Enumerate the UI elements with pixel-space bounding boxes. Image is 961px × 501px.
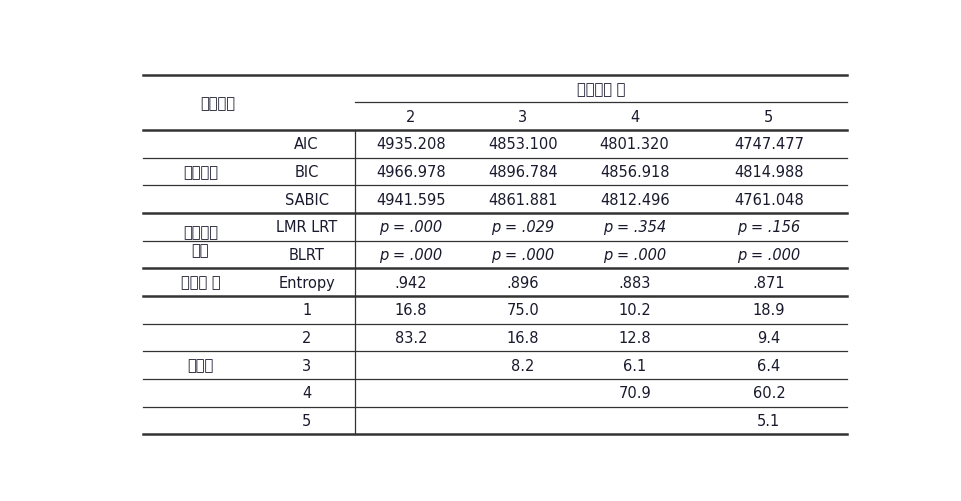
Text: 9.4: 9.4 [756,330,779,345]
Text: 4861.881: 4861.881 [487,192,557,207]
Text: p = .000: p = .000 [379,220,442,235]
Text: p = .000: p = .000 [491,247,554,263]
Text: p = .000: p = .000 [603,247,666,263]
Text: 10.2: 10.2 [618,303,651,318]
Text: 60.2: 60.2 [752,385,784,400]
Text: 16.8: 16.8 [506,330,538,345]
Text: 분류기준: 분류기준 [200,96,235,111]
Text: BIC: BIC [294,165,318,180]
Text: 4: 4 [302,385,311,400]
Text: 4: 4 [629,109,639,124]
Text: 4856.918: 4856.918 [600,165,669,180]
Text: 8.2: 8.2 [510,358,534,373]
Text: p = .000: p = .000 [379,247,442,263]
Text: 4812.496: 4812.496 [600,192,669,207]
Text: p = .354: p = .354 [603,220,666,235]
Text: 12.8: 12.8 [618,330,651,345]
Text: 16.8: 16.8 [394,303,427,318]
Text: p = .000: p = .000 [736,247,800,263]
Text: SABIC: SABIC [284,192,329,207]
Text: 3: 3 [302,358,310,373]
Text: .883: .883 [618,275,651,290]
Text: 5.1: 5.1 [756,413,779,428]
Text: 4941.595: 4941.595 [376,192,445,207]
Text: .871: .871 [752,275,784,290]
Text: p = .156: p = .156 [736,220,800,235]
Text: 6.4: 6.4 [756,358,779,373]
Text: 4966.978: 4966.978 [376,165,445,180]
Text: 70.9: 70.9 [618,385,651,400]
Text: 2: 2 [302,330,311,345]
Text: 2: 2 [406,109,415,124]
Text: 4814.988: 4814.988 [733,165,802,180]
Text: BLRT: BLRT [288,247,324,263]
Text: 18.9: 18.9 [752,303,784,318]
Text: .942: .942 [394,275,427,290]
Text: 4853.100: 4853.100 [487,137,557,152]
Text: LMR LRT: LMR LRT [276,220,337,235]
Text: 5: 5 [302,413,311,428]
Text: p = .029: p = .029 [491,220,554,235]
Text: 5: 5 [763,109,773,124]
Text: 3: 3 [518,109,527,124]
Text: 4761.048: 4761.048 [733,192,803,207]
Text: 4747.477: 4747.477 [733,137,803,152]
Text: 분류율: 분류율 [187,358,213,373]
Text: 4801.320: 4801.320 [599,137,669,152]
Text: Entropy: Entropy [278,275,334,290]
Text: 4935.208: 4935.208 [376,137,445,152]
Text: 6.1: 6.1 [623,358,646,373]
Text: 1: 1 [302,303,311,318]
Text: 분류의 질: 분류의 질 [181,275,220,290]
Text: AIC: AIC [294,137,318,152]
Text: 정보지수: 정보지수 [183,165,218,180]
Text: 4896.784: 4896.784 [487,165,557,180]
Text: 모형비교
검증: 모형비교 검증 [183,225,218,258]
Text: 83.2: 83.2 [394,330,427,345]
Text: .896: .896 [506,275,538,290]
Text: 하위유형 수: 하위유형 수 [577,82,625,97]
Text: 75.0: 75.0 [505,303,539,318]
